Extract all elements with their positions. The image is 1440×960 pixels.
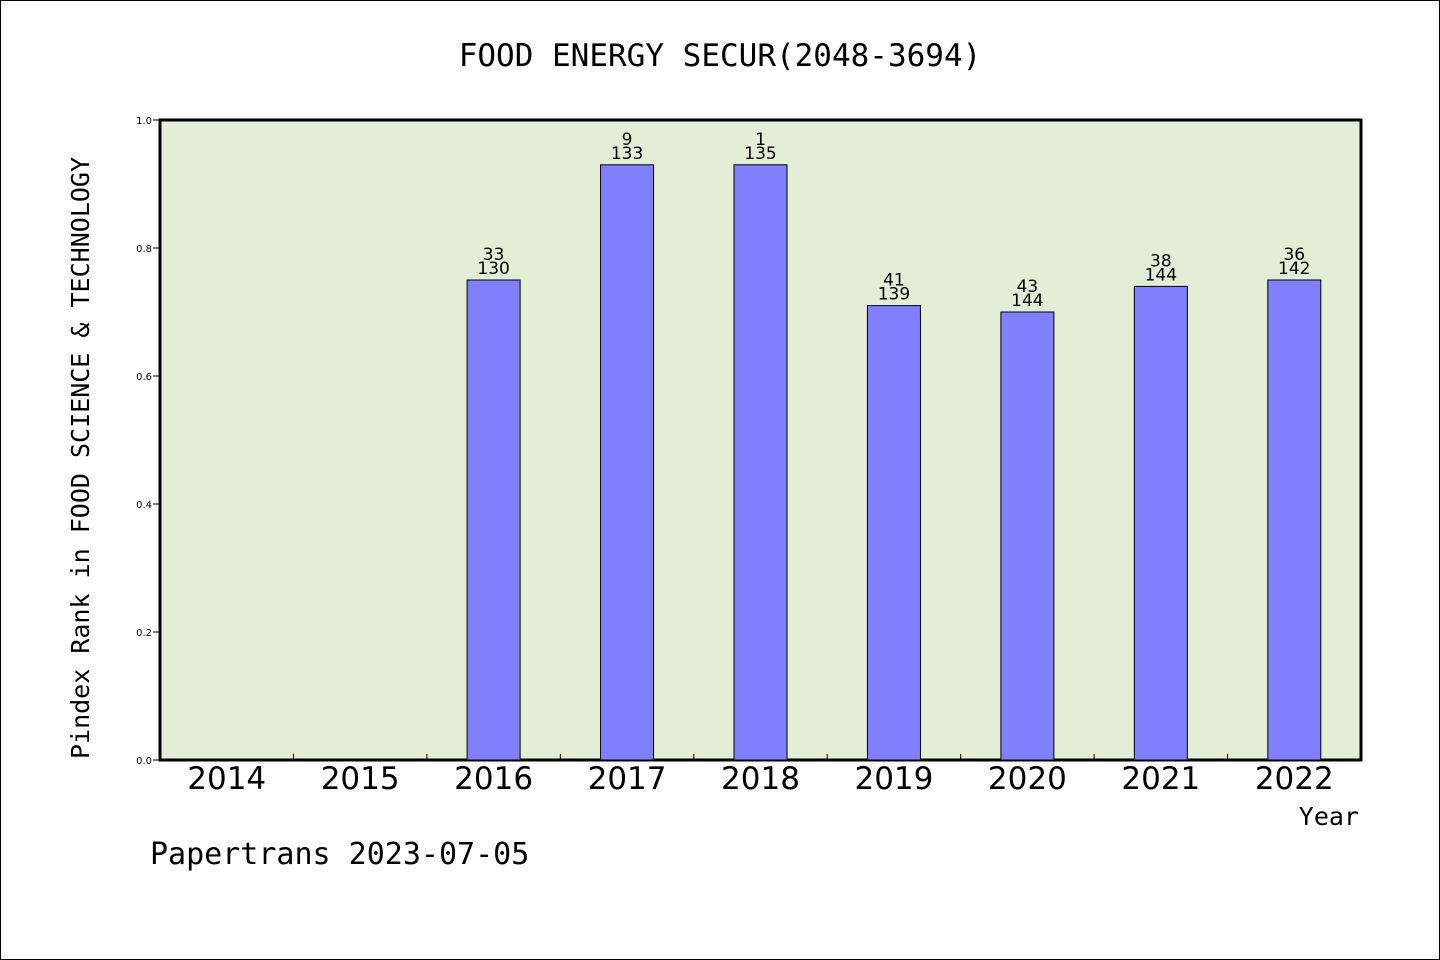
x-axis: 2014 2015 2016 2017 2018 2019 2020 2021 2022	[187, 754, 1334, 797]
y-tick-label: 0.6	[136, 372, 152, 383]
bar-total-label: 144	[1145, 265, 1177, 285]
x-tick-label: 2018	[721, 761, 800, 797]
bar-2016	[466, 279, 521, 761]
bar-rank-label: 9	[622, 130, 633, 150]
bar-total-label: 139	[878, 285, 910, 305]
bar-rank-label: 36	[1283, 245, 1305, 265]
bar-2021	[1133, 285, 1188, 761]
x-tick-label: 2014	[187, 761, 266, 797]
x-tick-label: 2017	[588, 761, 667, 797]
bar-2022	[1267, 279, 1322, 761]
bar-total-label: 130	[477, 259, 509, 279]
bar-2017	[600, 164, 655, 761]
x-tick-label: 2016	[454, 761, 533, 797]
bar-2019	[866, 305, 921, 761]
bar-rank-label: 43	[1017, 277, 1039, 297]
y-axis: 0.0 0.2 0.4 0.6 0.8 1.0	[136, 116, 160, 767]
x-tick-label: 2019	[854, 761, 933, 797]
bar-rank-label: 1	[755, 130, 766, 150]
y-axis-label: Pindex Rank in FOOD SCIENCE & TECHNOLOGY	[66, 157, 95, 759]
bar-total-label: 142	[1278, 259, 1310, 279]
x-tick-label: 2022	[1255, 761, 1334, 797]
bar-total-label: 133	[611, 144, 643, 164]
bar-rank-label: 33	[483, 245, 505, 265]
x-tick-label: 2020	[988, 761, 1067, 797]
y-tick-label: 1.0	[136, 116, 152, 127]
bar-rank-label: 38	[1150, 251, 1172, 271]
x-tick-label: 2021	[1121, 761, 1200, 797]
y-tick-label: 0.4	[136, 500, 152, 511]
bar-rank-label: 41	[883, 271, 905, 291]
x-tick-label: 2015	[321, 761, 400, 797]
bar-total-label: 135	[744, 144, 776, 164]
y-tick-label: 0.8	[136, 244, 152, 255]
y-tick-label: 0.2	[136, 628, 152, 639]
bar-2018	[733, 164, 788, 761]
bar-2020	[1000, 311, 1055, 761]
x-axis-label: Year	[1299, 802, 1359, 831]
y-tick-label: 0.0	[136, 756, 152, 767]
bar-total-label: 144	[1011, 291, 1043, 311]
chart-title: FOOD ENERGY SECUR(2048-3694)	[459, 38, 982, 74]
footer-text: Papertrans 2023-07-05	[150, 837, 529, 872]
